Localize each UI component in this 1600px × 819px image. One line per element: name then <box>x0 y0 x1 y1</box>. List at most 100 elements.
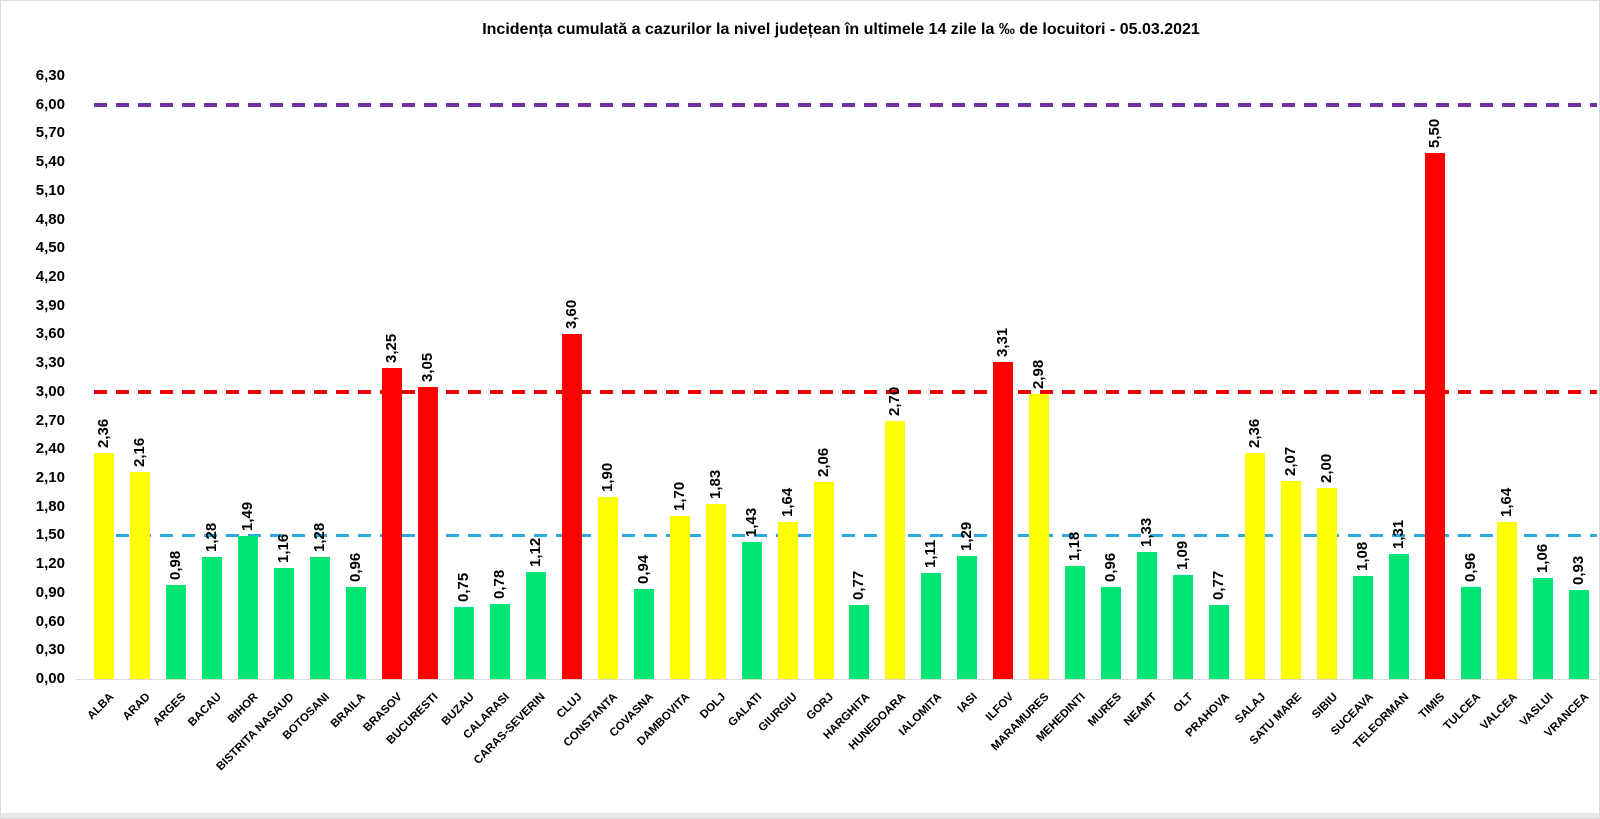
bar-constanta <box>597 497 618 679</box>
bar-slot: 1,18 <box>1057 76 1093 679</box>
bar-value-label: 3,05 <box>418 352 436 383</box>
threshold-line-6 <box>94 102 1597 107</box>
bar-slot: 1,11 <box>913 76 949 679</box>
bar-value-label: 1,11 <box>922 539 940 568</box>
category-label: ALBA <box>85 691 117 723</box>
y-tick-label: 3,90 <box>35 296 65 314</box>
bar-harghita <box>849 605 870 679</box>
bar-value-label: 2,00 <box>1318 453 1336 483</box>
bar-value-label: 1,83 <box>706 469 724 499</box>
bar-value-label: 3,25 <box>382 333 400 363</box>
bar-slot: 0,96 <box>338 76 374 679</box>
category-label: ARAD <box>120 691 153 723</box>
bar-slot: 0,96 <box>1453 76 1489 679</box>
bar-bucuresti <box>417 387 438 679</box>
bar-slot: 3,60 <box>554 76 590 679</box>
x-axis-labels: ALBA ARAD ARGES BACAU BIHOR BISTRITA NASAUD BO… <box>85 679 1597 799</box>
bar-value-label: 1,29 <box>958 521 976 551</box>
bar-value-label: 0,96 <box>1462 552 1480 583</box>
bar-value-label: 0,75 <box>454 573 472 603</box>
bar-arges <box>165 585 186 679</box>
category-label: CARAS-SEVERIN <box>472 691 549 767</box>
bar-vrancea <box>1569 590 1589 679</box>
bar-value-label: 0,96 <box>346 552 364 583</box>
bar-caras-severin <box>525 571 546 679</box>
bar-value-label: 1,18 <box>1066 531 1084 562</box>
y-tick-label: 0,30 <box>35 641 65 659</box>
bar-value-label: 3,60 <box>562 300 580 330</box>
bar-slot: 1,64 <box>770 76 806 679</box>
bar-slot: 3,05 <box>410 76 446 679</box>
bar-hunedoara <box>885 420 906 679</box>
bar-slot: 1,43 <box>734 76 770 679</box>
bar-bacau <box>201 556 222 679</box>
bar-value-label: 2,07 <box>1282 446 1300 476</box>
bar-salaj <box>1245 453 1266 679</box>
y-tick-label: 5,40 <box>35 153 65 171</box>
y-tick-label: 0,60 <box>35 612 65 630</box>
bar-value-label: 1,28 <box>310 522 328 552</box>
category-label: CLUJ <box>554 691 585 721</box>
bar-slot: 1,90 <box>590 76 626 679</box>
category-label: DOLJ <box>697 691 729 722</box>
bar-iasi <box>957 555 978 679</box>
bar-braila <box>345 587 366 679</box>
bar-value-label: 1,09 <box>1174 540 1192 570</box>
bar-slot: 5,50 <box>1417 76 1453 679</box>
y-axis: 0,00 0,30 0,60 0,90 1,20 1,50 1,80 2,10 2,40 2,70… <box>1 1 65 818</box>
bar-value-label: 1,08 <box>1354 541 1372 571</box>
y-tick-label: 0,00 <box>35 670 65 687</box>
y-tick-label: 2,40 <box>35 440 65 458</box>
category-label: TULCEA <box>1442 691 1484 733</box>
bar-slot: 3,31 <box>985 76 1021 679</box>
bar-calarasi <box>489 604 510 679</box>
bar-value-label: 2,16 <box>130 438 148 468</box>
bar-value-label: 1,43 <box>742 507 760 538</box>
chart-title: Incidența cumulată a cazurilor la nivel … <box>482 21 1200 38</box>
bar-slot: 3,25 <box>374 76 410 679</box>
bar-slot: 2,98 <box>1021 76 1057 679</box>
bar-maramures <box>1029 393 1050 679</box>
bar-slot: 0,94 <box>626 76 662 679</box>
bar-slot: 1,31 <box>1381 76 1417 679</box>
bar-dambovita <box>669 516 690 679</box>
bar-value-label: 2,06 <box>814 447 832 477</box>
bar-value-label: 2,98 <box>1030 359 1048 389</box>
y-tick-label: 5,70 <box>35 124 65 142</box>
bar-slot: 1,49 <box>230 76 266 679</box>
bar-brasov <box>381 367 402 679</box>
bar-slot: 2,06 <box>806 76 842 679</box>
bar-arad <box>129 472 150 679</box>
bar-slot: 0,96 <box>1093 76 1129 679</box>
bar-slot: 1,06 <box>1525 76 1561 679</box>
bar-satu-mare <box>1281 480 1302 679</box>
bar-value-label: 2,36 <box>1246 418 1264 449</box>
category-label: GORJ <box>804 691 837 723</box>
x-axis-line <box>76 679 1597 680</box>
bar-value-label: 1,64 <box>778 487 796 518</box>
bar-slot: 2,07 <box>1273 76 1309 679</box>
y-tick-label: 3,60 <box>35 325 65 343</box>
bar-cluj <box>561 334 582 679</box>
y-tick-label: 5,10 <box>35 181 65 199</box>
bar-ilfov <box>993 362 1014 679</box>
category-label: BIHOR <box>225 691 261 726</box>
bar-slot: 0,77 <box>842 76 878 679</box>
bar-slot: 1,08 <box>1345 76 1381 679</box>
bar-bistrita-nasaud <box>273 567 294 679</box>
bar-value-label: 0,94 <box>634 554 652 585</box>
y-tick-label: 4,50 <box>35 239 65 257</box>
bar-slot: 0,75 <box>446 76 482 679</box>
category-label: MURES <box>1085 691 1124 729</box>
y-tick-label: 1,80 <box>35 497 65 515</box>
bar-value-label: 1,06 <box>1534 543 1552 573</box>
category-label: SALAJ <box>1232 691 1268 727</box>
bar-value-label: 0,78 <box>490 570 508 600</box>
y-tick-label: 4,20 <box>35 268 65 285</box>
bar-prahova <box>1209 605 1230 679</box>
bar-slot: 1,12 <box>518 76 554 679</box>
bar-slot: 2,36 <box>1237 76 1273 679</box>
bar-ialomita <box>921 572 942 679</box>
bar-slot: 1,70 <box>662 76 698 679</box>
y-tick-label: 2,10 <box>35 469 65 486</box>
